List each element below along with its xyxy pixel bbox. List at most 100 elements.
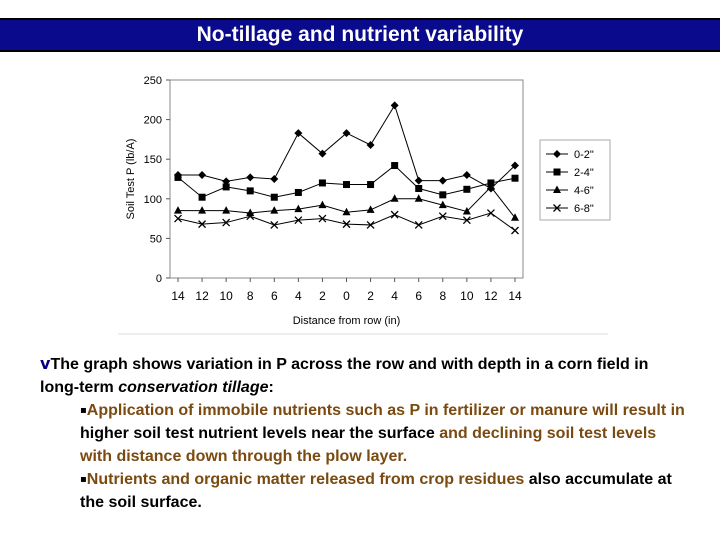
x-tick-label: 2 xyxy=(367,289,374,303)
data-point-s4 xyxy=(198,220,207,229)
x-tick-label: 12 xyxy=(484,289,498,303)
paragraph-tail: : xyxy=(268,379,274,396)
slide-body: vThe graph shows variation in P across t… xyxy=(40,352,690,514)
x-tick-label: 4 xyxy=(295,289,302,303)
data-point-s2 xyxy=(318,179,326,187)
x-tick-label: 14 xyxy=(171,289,185,303)
data-point-s4 xyxy=(174,214,182,223)
data-point-s1 xyxy=(511,161,519,170)
data-point-s2 xyxy=(198,193,206,201)
x-tick-label: 8 xyxy=(439,289,446,303)
y-tick-label: 0 xyxy=(156,273,162,285)
square-bullet-icon: ▪ xyxy=(80,474,87,485)
chart: 0 50 100 150 200 250 14 12 10 8 6 4 2 0 2 4 6 8 10 12 14 Dist… xyxy=(118,68,618,338)
data-point-s2 xyxy=(415,185,423,193)
legend-label: 4-6" xyxy=(574,185,594,197)
data-point-s1 xyxy=(198,171,207,180)
square-bullet-icon: ▪ xyxy=(80,405,87,416)
data-point-s3 xyxy=(222,206,231,214)
sub-bullet-2-part-1: Nutrients and organic matter released fr… xyxy=(86,471,529,488)
data-point-s4 xyxy=(366,220,375,229)
data-point-s3 xyxy=(342,207,351,216)
data-point-s4 xyxy=(318,214,327,223)
legend-label: 6-8" xyxy=(574,203,594,215)
data-point-s1 xyxy=(318,149,327,158)
data-point-s2 xyxy=(270,193,278,201)
y-tick-label: 150 xyxy=(144,154,162,166)
data-point-s3 xyxy=(390,194,399,202)
data-point-s2 xyxy=(294,188,302,196)
data-point-s4 xyxy=(486,209,495,218)
data-point-s1 xyxy=(390,101,399,110)
data-point-s1 xyxy=(246,173,255,182)
legend-box xyxy=(539,139,611,221)
data-point-s3 xyxy=(486,182,495,190)
x-tick-label: 2 xyxy=(319,289,326,303)
chart-svg: 0 50 100 150 200 250 14 12 10 8 6 4 2 0 2 4 6 8 10 12 14 Dist… xyxy=(118,75,611,335)
sub-bullet-2-part-2: also accumulate at the soil surface. xyxy=(80,471,672,511)
y-tick-label: 250 xyxy=(144,75,162,87)
data-point-s3 xyxy=(366,205,375,213)
x-tick-label: 0 xyxy=(343,289,350,303)
x-tick-label: 4 xyxy=(391,289,398,303)
y-tick-label: 50 xyxy=(150,233,162,245)
data-point-s1 xyxy=(270,175,279,183)
data-point-s3 xyxy=(462,206,471,215)
data-point-s1 xyxy=(366,140,375,149)
y-tick-label: 200 xyxy=(144,115,162,127)
data-point-s2 xyxy=(367,181,375,189)
data-point-s4 xyxy=(414,220,423,229)
sub-bullet-1-part-3: and declining soil test levels with dist… xyxy=(80,425,657,465)
data-point-s3 xyxy=(294,204,303,213)
data-point-s3 xyxy=(511,213,519,221)
data-point-s2 xyxy=(463,185,471,193)
data-point-s1 xyxy=(438,176,447,185)
data-point-s2 xyxy=(246,187,254,195)
data-point-s4 xyxy=(390,210,399,219)
data-point-s3 xyxy=(438,200,447,209)
main-paragraph: vThe graph shows variation in P across t… xyxy=(40,352,690,399)
data-point-s1 xyxy=(342,129,351,138)
data-point-s1 xyxy=(222,177,231,186)
data-point-s2 xyxy=(439,191,447,199)
data-point-s3 xyxy=(174,206,182,214)
paragraph-italic: conservation tillage xyxy=(118,379,269,396)
legend-marker xyxy=(553,150,561,158)
data-point-s4 xyxy=(222,218,231,227)
x-tick-label: 6 xyxy=(271,289,278,303)
data-point-s4 xyxy=(246,212,255,221)
sub-bullet-2: ▪Nutrients and organic matter released f… xyxy=(80,468,690,514)
legend-marker xyxy=(553,204,561,212)
data-point-s2 xyxy=(391,162,399,170)
y-axis-label: Soil Test P (lb/A) xyxy=(125,139,137,220)
data-point-s2 xyxy=(511,174,519,182)
data-point-s3 xyxy=(198,206,207,214)
x-tick-label: 6 xyxy=(415,289,422,303)
legend-label: 0-2" xyxy=(574,149,594,161)
x-tick-label: 14 xyxy=(508,289,522,303)
data-point-s2 xyxy=(343,181,350,189)
sub-bullet-1-part-2: higher soil test nutrient levels near th… xyxy=(80,425,440,442)
paragraph-lead: The graph shows variation in P across th… xyxy=(40,356,649,396)
slide-title: No-tillage and nutrient variability xyxy=(0,18,720,52)
data-point-s4 xyxy=(511,226,519,235)
y-tick-label: 100 xyxy=(144,194,162,206)
data-point-s2 xyxy=(174,173,182,181)
data-point-s3 xyxy=(270,206,279,214)
x-tick-label: 12 xyxy=(195,289,209,303)
data-point-s1 xyxy=(294,129,303,138)
x-tick-label: 8 xyxy=(247,289,254,303)
data-point-s3 xyxy=(414,194,423,202)
data-point-s4 xyxy=(270,220,279,229)
x-tick-label: 10 xyxy=(460,289,474,303)
x-tick-label: 10 xyxy=(219,289,233,303)
data-point-s1 xyxy=(462,171,471,180)
data-point-s4 xyxy=(342,220,351,229)
data-point-s2 xyxy=(222,183,230,191)
sub-bullet-1-part-1: Application of immobile nutrients such a… xyxy=(86,402,685,419)
data-point-s4 xyxy=(438,212,447,221)
data-point-s4 xyxy=(462,216,471,225)
x-axis-label: Distance from row (in) xyxy=(293,315,401,327)
data-point-s4 xyxy=(294,216,303,225)
data-point-s3 xyxy=(318,200,327,209)
